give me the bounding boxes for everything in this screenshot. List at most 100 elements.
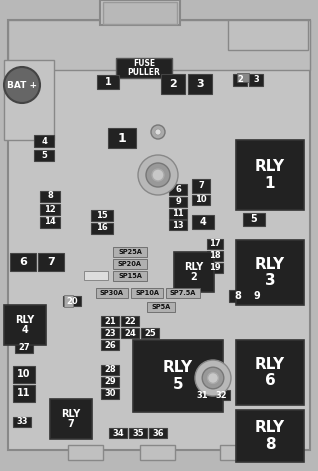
Text: 7: 7 (47, 257, 55, 267)
Bar (236, 340, 304, 405)
Circle shape (138, 155, 178, 195)
Bar (101, 340, 119, 350)
Bar (207, 263, 223, 273)
Text: 9: 9 (254, 291, 260, 301)
Bar (141, 328, 159, 338)
Bar (249, 74, 263, 86)
Bar (40, 217, 60, 227)
Circle shape (146, 163, 170, 187)
Bar (121, 316, 139, 326)
Text: 17: 17 (209, 239, 221, 249)
Bar (169, 184, 187, 195)
Bar (34, 149, 54, 161)
Circle shape (155, 129, 161, 135)
Text: 12: 12 (44, 204, 56, 213)
Text: 18: 18 (209, 252, 221, 260)
Bar (103, 2, 177, 24)
Text: 35: 35 (132, 429, 144, 438)
Text: SP20A: SP20A (118, 261, 142, 267)
Bar (91, 210, 113, 220)
Text: 26: 26 (104, 341, 116, 349)
Text: 2: 2 (169, 79, 177, 89)
Text: 7: 7 (198, 181, 204, 190)
Bar (96, 288, 128, 298)
Bar (207, 251, 223, 261)
Text: 4: 4 (200, 217, 206, 227)
Text: 13: 13 (172, 220, 184, 229)
Bar (192, 195, 210, 205)
Text: 34: 34 (112, 429, 124, 438)
Bar (101, 328, 119, 338)
Text: RLY
4: RLY 4 (15, 315, 35, 335)
Bar (108, 128, 136, 148)
Text: RLY
8: RLY 8 (255, 421, 285, 452)
Text: SP7.5A: SP7.5A (170, 290, 196, 296)
Bar (161, 74, 185, 94)
Bar (10, 253, 36, 271)
Text: 29: 29 (104, 377, 116, 387)
Bar (192, 215, 214, 229)
Text: 6: 6 (175, 185, 181, 194)
Text: 25: 25 (144, 328, 156, 338)
Bar (229, 290, 247, 302)
Text: 36: 36 (152, 429, 164, 438)
Text: FUSE
PULLER: FUSE PULLER (128, 59, 161, 77)
Bar (13, 365, 35, 382)
Bar (188, 74, 212, 94)
Text: RLY
5: RLY 5 (163, 360, 193, 391)
Bar (236, 140, 304, 210)
Circle shape (195, 360, 231, 396)
Bar (169, 220, 187, 230)
Text: 31: 31 (196, 390, 208, 399)
Bar (84, 271, 108, 280)
Bar (109, 428, 127, 438)
Text: 15: 15 (96, 211, 108, 219)
Bar (236, 240, 304, 305)
Bar (113, 247, 147, 257)
Bar (207, 239, 223, 249)
Bar (13, 417, 31, 427)
Bar (147, 302, 175, 312)
Circle shape (152, 169, 164, 181)
Bar (220, 445, 255, 460)
Text: 24: 24 (124, 328, 136, 338)
Text: 11: 11 (17, 388, 31, 398)
Bar (169, 197, 187, 207)
Bar (101, 365, 119, 375)
Text: RLY
2: RLY 2 (184, 261, 204, 283)
Bar (38, 253, 64, 271)
Circle shape (151, 125, 165, 139)
Text: 16: 16 (96, 224, 108, 233)
Bar (228, 20, 308, 50)
Text: 3: 3 (253, 75, 259, 84)
Text: 22: 22 (124, 317, 136, 325)
Bar (63, 296, 81, 306)
Circle shape (202, 367, 224, 389)
Bar (8, 20, 310, 70)
Text: 11: 11 (172, 210, 184, 219)
Text: SP25A: SP25A (118, 249, 142, 255)
Bar (91, 222, 113, 234)
Bar (15, 343, 33, 353)
Bar (192, 179, 210, 193)
Bar (113, 271, 147, 281)
Bar (13, 384, 35, 401)
Circle shape (4, 67, 40, 103)
Bar (116, 58, 172, 78)
Bar (101, 316, 119, 326)
Bar (237, 73, 249, 82)
Text: RLY
7: RLY 7 (61, 409, 81, 430)
Text: 30: 30 (104, 390, 116, 398)
Bar (101, 389, 119, 399)
Bar (140, 445, 175, 460)
Text: 2: 2 (237, 75, 243, 84)
Bar (149, 428, 167, 438)
Bar (133, 340, 223, 412)
Bar (169, 209, 187, 219)
Bar (4, 305, 46, 345)
Text: SP30A: SP30A (100, 290, 124, 296)
Text: 20: 20 (66, 297, 78, 306)
Bar (68, 445, 103, 460)
Bar (113, 259, 147, 269)
Bar (243, 212, 265, 226)
